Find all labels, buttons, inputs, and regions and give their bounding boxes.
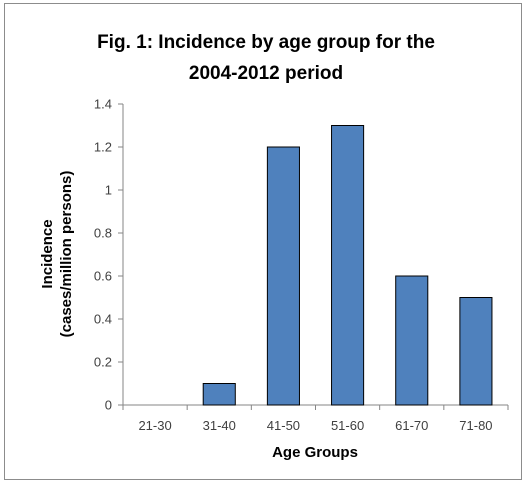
x-tick-label: 21-30: [138, 418, 171, 433]
chart-frame: [4, 3, 522, 480]
bar: [266, 146, 300, 406]
y-tick-label: 1.4: [94, 97, 112, 112]
y-tick-label: 1.2: [94, 140, 112, 155]
chart-title-line-1: Fig. 1: Incidence by age group for the: [97, 32, 435, 53]
chart-title-line-2: 2004-2012 period: [189, 63, 343, 84]
x-tick-label: 51-60: [331, 418, 364, 433]
y-axis-title-line-2: (cases/million persons): [58, 171, 75, 338]
y-tick-label: 0.4: [94, 312, 112, 327]
y-axis-title-line-1: Incidence: [39, 219, 56, 288]
bar: [202, 383, 236, 406]
y-tick-label: 0.6: [94, 269, 112, 284]
bar: [395, 275, 429, 406]
y-tick-label: 1: [105, 183, 112, 198]
y-tick-label: 0: [105, 398, 112, 413]
x-tick-label: 61-70: [395, 418, 428, 433]
y-tick-label: 0.2: [94, 355, 112, 370]
y-tick-label: 0.8: [94, 226, 112, 241]
x-tick-label: 41-50: [267, 418, 300, 433]
x-axis-title: Age Groups: [272, 444, 358, 461]
bar: [459, 297, 493, 406]
x-tick-label: 71-80: [459, 418, 492, 433]
plot-area: 0 0.2 0.4 0.6 0.8 1 1.2 1.4 21-30 31-40 41-50 51-60…: [94, 97, 509, 433]
x-tick-label: 31-40: [203, 418, 236, 433]
bar: [331, 125, 365, 406]
